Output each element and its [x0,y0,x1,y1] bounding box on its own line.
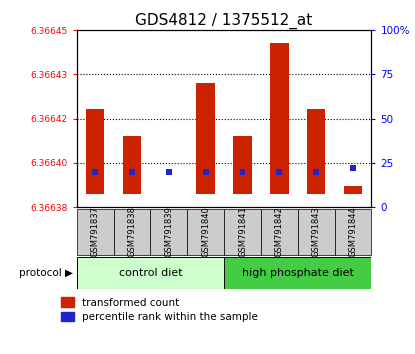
Bar [307,109,325,194]
Title: GDS4812 / 1375512_at: GDS4812 / 1375512_at [135,12,313,29]
Text: GSM791842: GSM791842 [275,206,284,257]
FancyBboxPatch shape [151,209,187,255]
Bar [233,136,252,194]
Text: GSM791841: GSM791841 [238,206,247,257]
FancyBboxPatch shape [77,257,224,289]
Bar [166,169,172,175]
Text: GSM791837: GSM791837 [91,206,100,257]
Text: GSM791840: GSM791840 [201,206,210,257]
FancyBboxPatch shape [298,209,334,255]
FancyBboxPatch shape [114,209,151,255]
Bar [129,169,135,175]
Bar [350,165,356,171]
Bar [92,169,98,175]
Text: protocol ▶: protocol ▶ [19,268,73,278]
Bar [276,169,282,175]
Text: GSM791838: GSM791838 [127,206,137,257]
FancyBboxPatch shape [261,209,298,255]
Bar [344,186,362,194]
FancyBboxPatch shape [334,209,371,255]
Bar [313,169,319,175]
Bar [270,43,288,194]
Bar [86,109,105,194]
FancyBboxPatch shape [77,209,114,255]
FancyBboxPatch shape [224,209,261,255]
Text: GSM791839: GSM791839 [164,206,173,257]
Bar [203,169,209,175]
FancyBboxPatch shape [224,257,371,289]
Text: control diet: control diet [119,268,182,278]
Text: high phosphate diet: high phosphate diet [242,268,354,278]
Bar [123,136,141,194]
Text: GSM791843: GSM791843 [312,206,321,257]
FancyBboxPatch shape [187,209,224,255]
Legend: transformed count, percentile rank within the sample: transformed count, percentile rank withi… [61,297,258,322]
Bar [239,169,245,175]
Text: GSM791844: GSM791844 [349,206,357,257]
Bar [196,83,215,194]
